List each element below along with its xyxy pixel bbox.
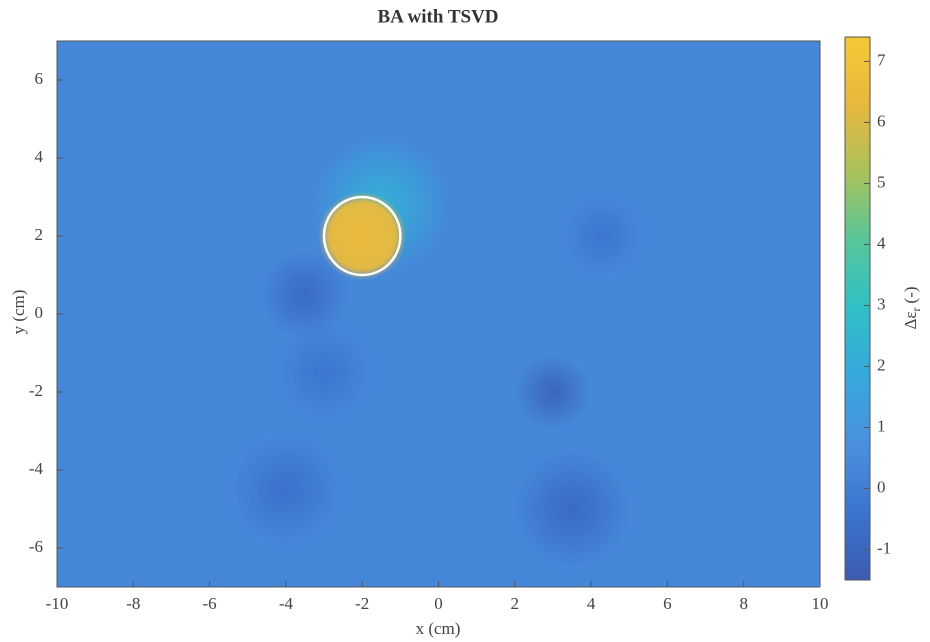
colorbar — [845, 37, 870, 580]
y-tick-label: -4 — [29, 459, 44, 478]
heatmap-blob — [318, 192, 406, 280]
heatmap — [57, 41, 820, 587]
colorbar-tick-label: -1 — [877, 538, 891, 557]
chart-title: BA with TSVD — [377, 6, 498, 27]
heatmap-blob — [274, 323, 373, 422]
x-tick-label: -8 — [126, 594, 140, 613]
colorbar-label-unit: (-) — [901, 286, 920, 303]
y-tick-label: -2 — [29, 381, 43, 400]
colorbar-tick-label: 7 — [877, 50, 886, 69]
heatmap-blob — [229, 432, 343, 546]
x-tick-label: 6 — [663, 594, 672, 613]
y-axis-label: y (cm) — [9, 290, 28, 335]
x-tick-label: -10 — [46, 594, 69, 613]
colorbar-tick-label: 3 — [877, 294, 886, 313]
x-tick-label: -2 — [355, 594, 369, 613]
heatmap-blob — [561, 194, 645, 278]
colorbar-tick-label: 4 — [877, 233, 886, 252]
colorbar-tick-label: 5 — [877, 172, 886, 191]
heatmap-blob — [511, 448, 633, 570]
x-tick-label: -6 — [203, 594, 217, 613]
x-tick-label: 4 — [587, 594, 596, 613]
x-tick-label: 8 — [739, 594, 748, 613]
x-tick-label: 0 — [434, 594, 443, 613]
x-tick-label: -4 — [279, 594, 294, 613]
heatmap-blob — [515, 354, 591, 430]
y-tick-label: 4 — [35, 147, 44, 166]
y-tick-label: 2 — [35, 225, 44, 244]
colorbar-tick-label: 6 — [877, 111, 886, 130]
y-tick-label: 0 — [35, 303, 44, 322]
x-tick-label: 2 — [511, 594, 520, 613]
heatmap-background — [57, 41, 820, 587]
x-tick-label: 10 — [812, 594, 829, 613]
colorbar-label-sub: r — [909, 307, 923, 311]
chart: BA with TSVD x (cm) y (cm) Δεr(-) -10-8-… — [0, 0, 930, 642]
y-tick-label: 6 — [35, 69, 44, 88]
colorbar-label: Δεr (-) — [901, 286, 923, 329]
y-tick-label: -6 — [29, 537, 43, 556]
colorbar-tick-label: 2 — [877, 355, 886, 374]
colorbar-tick-label: 1 — [877, 416, 886, 435]
colorbar-tick-label: 0 — [877, 477, 886, 496]
colorbar-label-main: Δε — [901, 311, 920, 329]
x-axis-label: x (cm) — [416, 619, 461, 638]
